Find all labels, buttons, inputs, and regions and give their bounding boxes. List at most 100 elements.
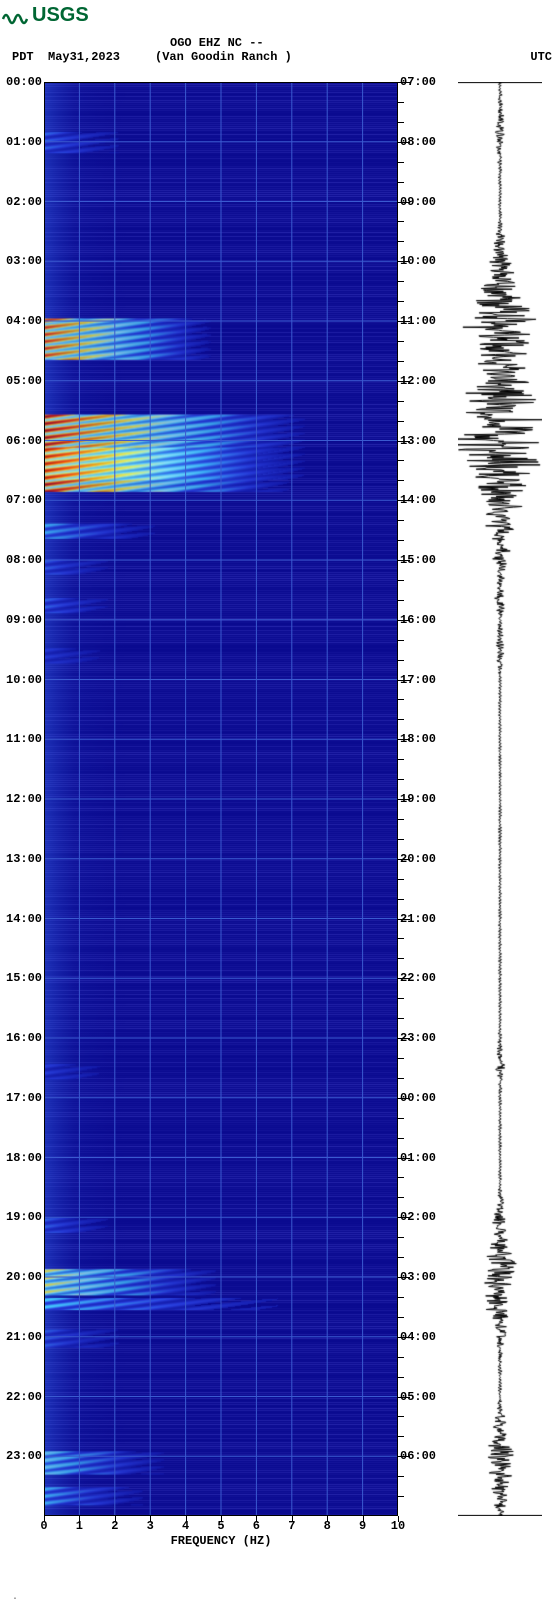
pdt-tick: 06:00 <box>6 434 42 448</box>
utc-tick-mark <box>398 1377 404 1378</box>
utc-tick-mark <box>398 1476 404 1477</box>
utc-tick-mark <box>398 640 404 641</box>
freq-tick-mark <box>256 1516 257 1522</box>
utc-tick-mark <box>398 1436 404 1437</box>
pdt-tick: 00:00 <box>6 75 42 89</box>
utc-tick-mark <box>398 540 404 541</box>
utc-tick-mark <box>398 1357 404 1358</box>
utc-tick-mark <box>398 221 404 222</box>
pdt-tick: 17:00 <box>6 1091 42 1105</box>
utc-tick-mark <box>398 1158 410 1159</box>
utc-tick-mark <box>398 1038 410 1039</box>
pdt-tick: 18:00 <box>6 1151 42 1165</box>
utc-tick-mark <box>398 879 404 880</box>
pdt-tick: 15:00 <box>6 971 42 985</box>
freq-tick-mark <box>292 1516 293 1522</box>
pdt-tick: 22:00 <box>6 1390 42 1404</box>
utc-tick-mark <box>398 819 404 820</box>
utc-tick-mark <box>398 1177 404 1178</box>
pdt-tick: 07:00 <box>6 493 42 507</box>
right-timezone: UTC <box>0 50 552 64</box>
utc-tick-mark <box>398 1078 404 1079</box>
freq-tick-mark <box>186 1516 187 1522</box>
utc-tick-mark <box>398 1257 404 1258</box>
utc-tick-mark <box>398 520 404 521</box>
utc-tick-mark <box>398 202 410 203</box>
usgs-logo: USGS <box>2 4 89 27</box>
utc-tick-mark <box>398 899 404 900</box>
utc-tick-mark <box>398 321 410 322</box>
pdt-tick: 20:00 <box>6 1270 42 1284</box>
utc-tick-mark <box>398 739 410 740</box>
utc-tick-mark <box>398 1018 404 1019</box>
utc-tick-mark <box>398 759 404 760</box>
utc-tick-mark <box>398 680 410 681</box>
pdt-tick: 10:00 <box>6 673 42 687</box>
utc-tick-mark <box>398 1416 404 1417</box>
pdt-tick: 13:00 <box>6 852 42 866</box>
utc-tick-mark <box>398 421 404 422</box>
utc-tick-mark <box>398 1098 410 1099</box>
utc-tick-mark <box>398 441 410 442</box>
utc-tick-mark <box>398 142 410 143</box>
utc-tick-mark <box>398 719 404 720</box>
utc-tick-mark <box>398 460 404 461</box>
spectrogram-canvas <box>44 82 398 1516</box>
utc-tick-mark <box>398 1217 410 1218</box>
utc-tick-mark <box>398 978 410 979</box>
utc-tick-mark <box>398 580 404 581</box>
utc-tick-mark <box>398 301 404 302</box>
utc-tick-mark <box>398 660 404 661</box>
utc-tick-mark <box>398 620 410 621</box>
pdt-tick: 02:00 <box>6 195 42 209</box>
freq-tick-mark <box>363 1516 364 1522</box>
utc-tick-mark <box>398 1496 404 1497</box>
seismogram-panel <box>458 82 542 1516</box>
pdt-tick: 09:00 <box>6 613 42 627</box>
pdt-tick: 16:00 <box>6 1031 42 1045</box>
pdt-tick: 23:00 <box>6 1449 42 1463</box>
pdt-tick: 14:00 <box>6 912 42 926</box>
pdt-tick: 11:00 <box>6 732 42 746</box>
freq-tick-mark <box>327 1516 328 1522</box>
utc-tick-mark <box>398 241 404 242</box>
utc-tick-mark <box>398 859 410 860</box>
utc-tick-mark <box>398 182 404 183</box>
utc-tick-mark <box>398 998 404 999</box>
utc-tick-mark <box>398 1058 404 1059</box>
pdt-tick: 05:00 <box>6 374 42 388</box>
utc-tick-mark <box>398 1397 410 1398</box>
pdt-tick: 04:00 <box>6 314 42 328</box>
freq-tick-mark <box>115 1516 116 1522</box>
utc-tick-mark <box>398 1237 404 1238</box>
utc-tick-mark <box>398 1317 404 1318</box>
utc-tick-mark <box>398 958 404 959</box>
utc-tick-mark <box>398 699 404 700</box>
station-title: OGO EHZ NC -- <box>170 36 552 50</box>
utc-tick-mark <box>398 1297 404 1298</box>
utc-tick-mark <box>398 1337 410 1338</box>
utc-tick-mark <box>398 919 410 920</box>
utc-tick-mark <box>398 1118 404 1119</box>
utc-tick-mark <box>398 341 404 342</box>
utc-tick-mark <box>398 381 410 382</box>
utc-tick-mark <box>398 281 404 282</box>
pdt-tick: 03:00 <box>6 254 42 268</box>
utc-tick-mark <box>398 799 410 800</box>
utc-tick-mark <box>398 122 404 123</box>
pdt-tick: 08:00 <box>6 553 42 567</box>
pdt-tick: 12:00 <box>6 792 42 806</box>
pdt-tick: 19:00 <box>6 1210 42 1224</box>
freq-tick-mark <box>398 1516 399 1522</box>
spectrogram-panel <box>44 82 398 1516</box>
usgs-logo-text: USGS <box>32 4 89 27</box>
utc-tick-mark <box>398 500 410 501</box>
utc-tick-mark <box>398 480 404 481</box>
utc-tick-mark <box>398 82 410 83</box>
utc-tick-mark <box>398 162 404 163</box>
utc-tick-mark <box>398 1277 410 1278</box>
utc-tick-mark <box>398 779 404 780</box>
utc-tick-mark <box>398 560 410 561</box>
freq-tick-mark <box>79 1516 80 1522</box>
utc-tick-mark <box>398 261 410 262</box>
